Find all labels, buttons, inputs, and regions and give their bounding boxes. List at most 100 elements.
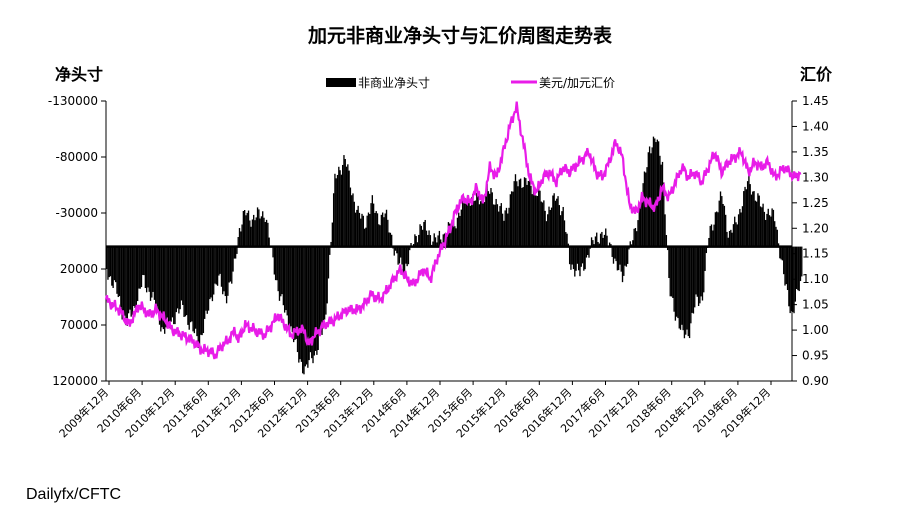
- net-position-bar: [329, 246, 331, 255]
- net-position-bar: [495, 198, 497, 247]
- net-position-bar: [801, 246, 803, 277]
- net-position-bar: [718, 200, 720, 247]
- net-position-bar: [786, 246, 789, 291]
- net-position-bar: [459, 215, 461, 247]
- net-position-bar: [414, 234, 416, 247]
- net-position-bar: [407, 246, 410, 265]
- net-position-bar: [211, 246, 214, 302]
- net-position-bar: [467, 194, 469, 247]
- net-position-bar: [701, 246, 704, 301]
- net-position-bar: [142, 246, 144, 275]
- net-position-bar: [722, 203, 724, 247]
- net-position-bar: [617, 246, 620, 271]
- net-position-bar: [627, 246, 629, 264]
- net-position-bar: [289, 246, 291, 332]
- net-position-bar: [176, 246, 179, 309]
- net-position-bar: [393, 246, 395, 256]
- net-position-bar: [307, 246, 309, 368]
- net-position-bar: [274, 246, 277, 281]
- net-position-bar: [251, 219, 254, 247]
- net-position-bar: [398, 246, 401, 264]
- net-position-bar: [425, 230, 428, 247]
- net-position-bar: [500, 203, 502, 247]
- net-position-bar: [209, 246, 211, 300]
- net-position-bar: [449, 223, 451, 247]
- net-position-bar: [550, 207, 553, 247]
- right-tick-label: 1.20: [802, 221, 829, 235]
- net-position-bar: [446, 233, 448, 247]
- net-position-bar: [115, 246, 117, 283]
- net-position-bar: [714, 212, 717, 247]
- net-position-bar: [354, 212, 357, 247]
- net-position-bar: [793, 246, 795, 314]
- net-position-bar: [421, 229, 424, 247]
- net-position-bar: [777, 243, 780, 247]
- net-position-bar: [705, 246, 708, 254]
- net-position-bar: [634, 227, 637, 247]
- net-position-bar: [639, 202, 642, 247]
- net-position-bar: [165, 246, 167, 328]
- net-position-bar: [766, 213, 768, 247]
- net-position-bar: [612, 246, 615, 264]
- net-position-bar: [197, 246, 199, 348]
- right-tick-label: 1.25: [802, 196, 829, 210]
- net-position-bar: [109, 246, 112, 277]
- net-position-bar: [362, 215, 364, 247]
- net-position-bar: [322, 246, 324, 329]
- net-position-bar: [369, 213, 371, 247]
- net-position-bar: [122, 246, 125, 318]
- net-position-bar: [514, 174, 517, 247]
- chart-title: 加元非商业净头寸与汇价周图走势表: [307, 24, 613, 47]
- net-position-bar: [553, 193, 555, 247]
- net-position-bar: [472, 193, 474, 247]
- net-position-bar: [597, 241, 599, 247]
- net-position-bar: [643, 171, 646, 247]
- net-position-bar: [131, 246, 134, 315]
- net-position-bar: [213, 246, 215, 295]
- net-position-bar: [748, 172, 750, 247]
- net-position-bar: [696, 246, 698, 297]
- net-position-bar: [776, 229, 778, 247]
- net-position-bar: [458, 212, 460, 247]
- net-position-bar: [704, 246, 706, 271]
- net-position-bar: [494, 204, 496, 247]
- net-position-bar: [510, 191, 513, 247]
- net-position-bar: [763, 211, 766, 247]
- net-position-bar: [285, 246, 287, 311]
- net-position-bar: [534, 187, 536, 247]
- net-position-bar: [376, 213, 379, 247]
- net-position-bar: [605, 228, 607, 247]
- net-position-bar: [366, 215, 368, 247]
- net-position-bar: [583, 246, 585, 271]
- net-position-bar: [508, 207, 510, 247]
- net-position-bar: [108, 246, 110, 278]
- net-position-bar: [349, 187, 352, 247]
- net-position-bar: [734, 216, 736, 247]
- net-position-bar: [489, 193, 491, 247]
- net-position-bar: [535, 195, 537, 247]
- left-tick-label: -80000: [55, 150, 98, 164]
- net-position-bar: [479, 201, 482, 247]
- net-position-bar: [587, 246, 589, 255]
- net-position-bar: [416, 242, 419, 247]
- net-position-bar: [565, 232, 567, 247]
- net-position-bar: [616, 246, 619, 271]
- net-position-bar: [201, 246, 203, 336]
- net-position-bar: [513, 181, 515, 247]
- net-position-bar: [528, 176, 531, 247]
- net-position-bar: [427, 234, 429, 247]
- net-position-bar: [666, 246, 669, 251]
- net-position-bar: [259, 218, 261, 247]
- net-position-bar: [438, 230, 441, 247]
- net-position-bar: [478, 204, 481, 247]
- net-position-bar: [490, 188, 492, 247]
- net-position-bar: [641, 198, 643, 247]
- net-position-bar: [670, 246, 673, 297]
- net-position-bar: [428, 230, 430, 247]
- net-position-bar: [125, 246, 127, 326]
- net-position-bar: [603, 234, 606, 247]
- net-position-bar: [482, 199, 484, 247]
- net-position-bar: [429, 235, 432, 247]
- net-position-bar: [784, 246, 786, 286]
- net-position-bar: [697, 246, 700, 307]
